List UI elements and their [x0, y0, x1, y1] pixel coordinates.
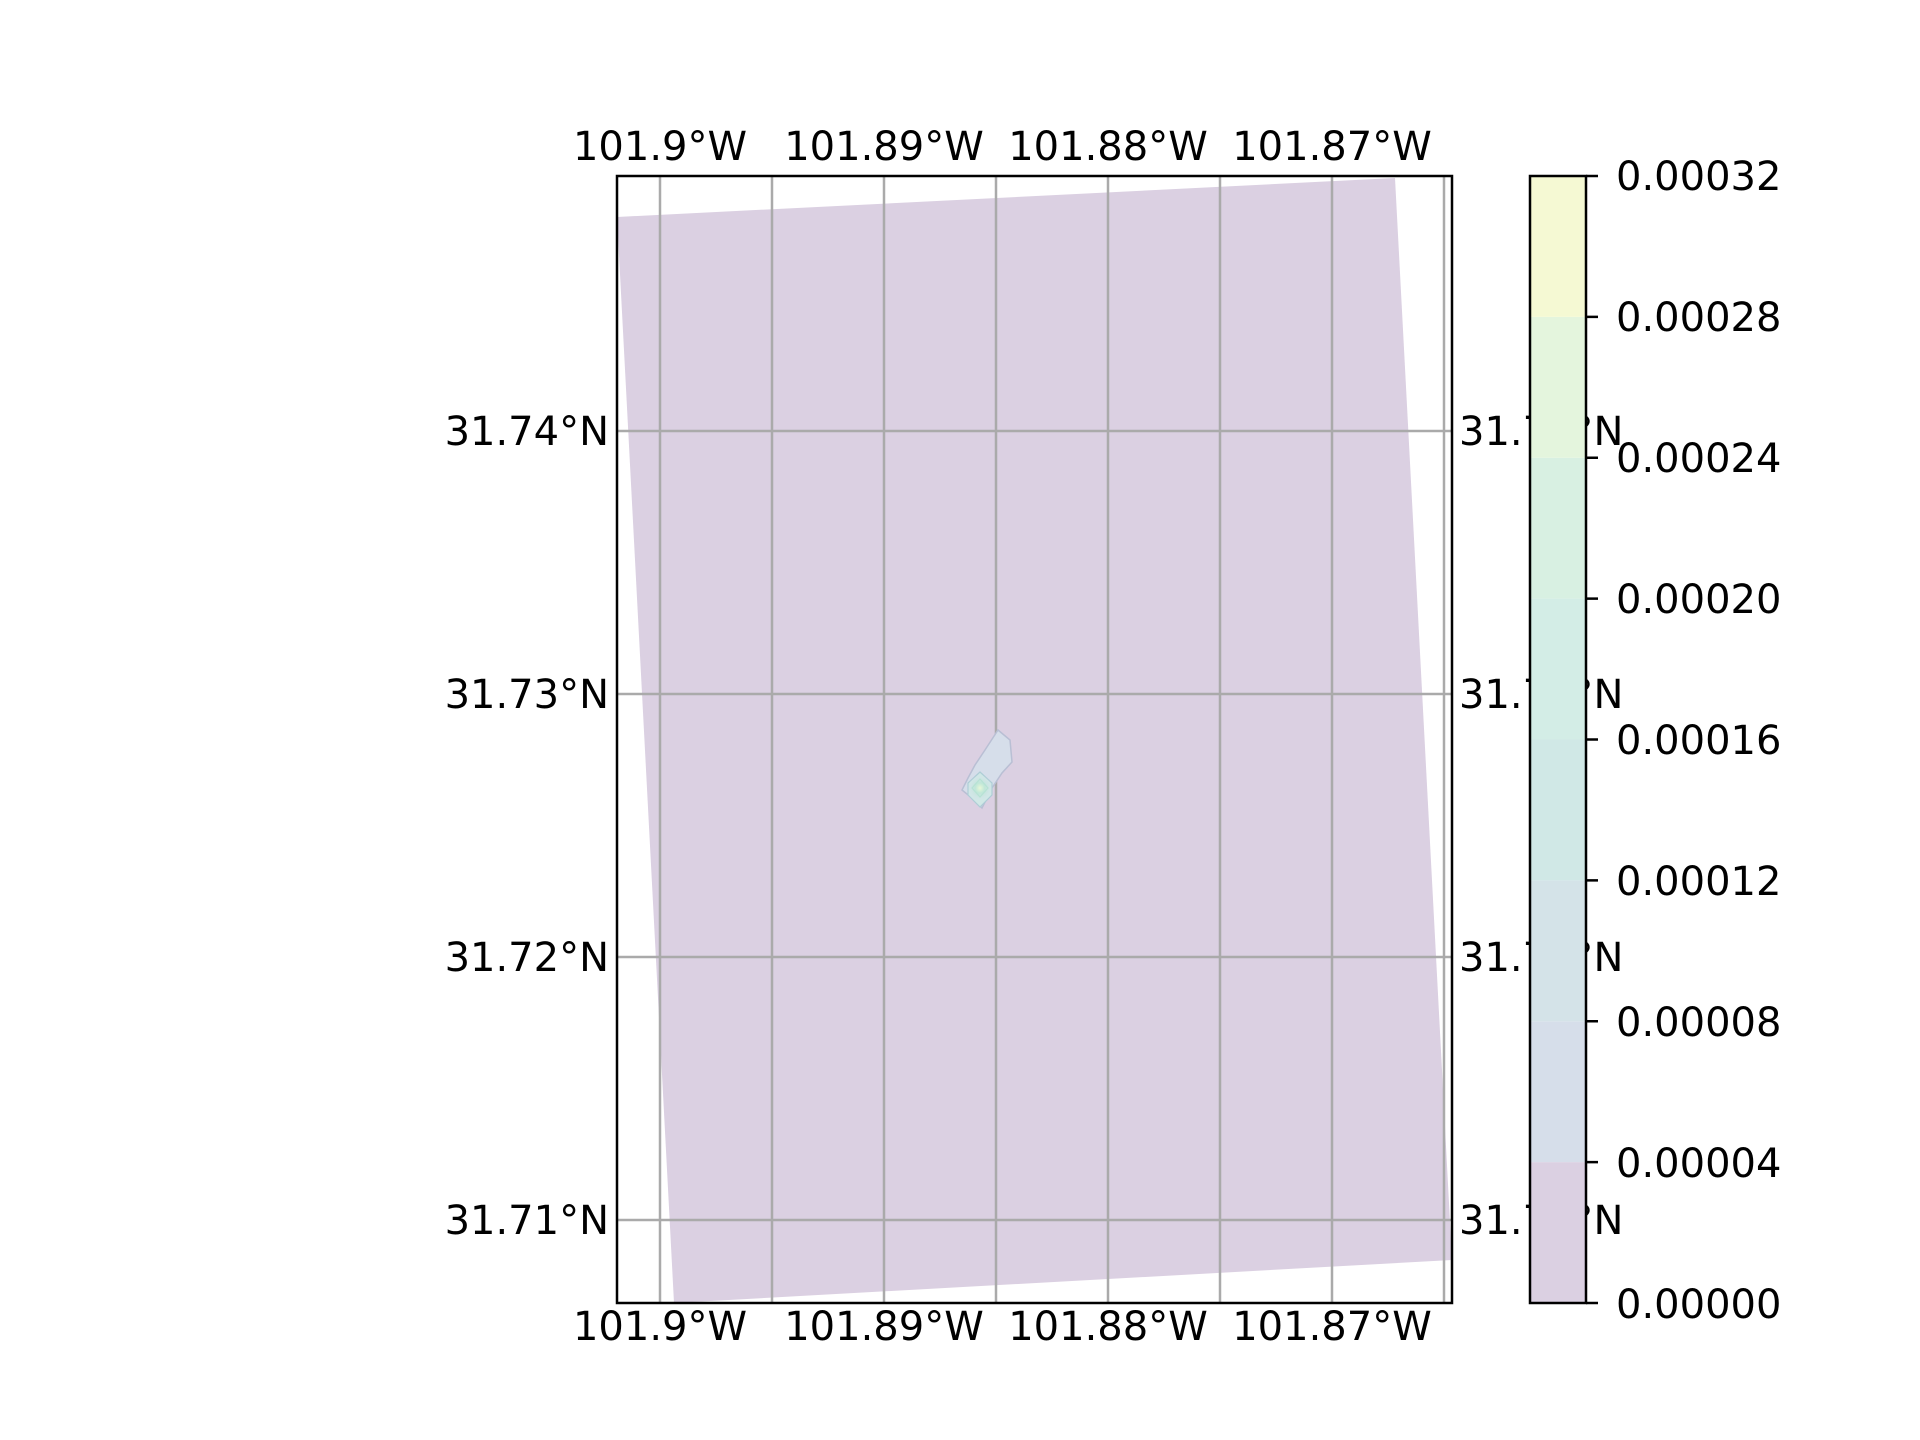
colorbar-ticks: [1586, 174, 1598, 1305]
colorbar-bands: [1530, 176, 1586, 1303]
left-latitude-labels: 31.74°N 31.73°N 31.72°N 31.71°N: [445, 409, 609, 1244]
colorbar-tick-label: 0.00032: [1616, 154, 1781, 200]
colorbar-tick-label: 0.00012: [1616, 859, 1781, 905]
colorbar-band: [1530, 598, 1586, 740]
colorbar-tick-label: 0.00000: [1616, 1282, 1781, 1328]
lon-label-bottom: 101.9°W: [573, 1304, 747, 1350]
lat-label-left: 31.72°N: [445, 935, 609, 981]
colorbar-tick-label: 0.00016: [1616, 718, 1781, 764]
lon-label-bottom: 101.87°W: [1232, 1304, 1432, 1350]
colorbar-tick-label: 0.00020: [1616, 577, 1781, 623]
colorbar-band: [1530, 316, 1586, 458]
colorbar-band: [1530, 1162, 1586, 1303]
plume-contours: [961, 728, 1013, 810]
map-axes: [617, 176, 1452, 1303]
lon-label-top: 101.89°W: [784, 124, 984, 170]
lon-label-top: 101.88°W: [1008, 124, 1208, 170]
lon-label-bottom: 101.89°W: [784, 1304, 984, 1350]
top-longitude-labels: 101.9°W 101.89°W 101.88°W 101.87°W: [573, 124, 1432, 170]
lon-label-top: 101.9°W: [573, 124, 747, 170]
gridlines: [617, 176, 1452, 1303]
colorbar-band: [1530, 457, 1586, 599]
lat-label-left: 31.73°N: [445, 672, 609, 718]
colorbar-band: [1530, 739, 1586, 881]
colorbar-labels: 0.00032 0.00028 0.00024 0.00020 0.00016 …: [1616, 154, 1781, 1328]
plume-core-contour: [971, 778, 989, 798]
lat-label-left: 31.71°N: [445, 1198, 609, 1244]
colorbar: 0.00032 0.00028 0.00024 0.00020 0.00016 …: [1528, 154, 1781, 1328]
map-frame: [615, 174, 1454, 1305]
data-swath: [617, 178, 1452, 1303]
lat-label-left: 31.74°N: [445, 409, 609, 455]
colorbar-band: [1530, 880, 1586, 1022]
colorbar-tick-label: 0.00028: [1616, 295, 1781, 341]
colorbar-tick-label: 0.00004: [1616, 1141, 1781, 1187]
colorbar-tick-label: 0.00008: [1616, 1000, 1781, 1046]
bottom-longitude-labels: 101.9°W 101.89°W 101.88°W 101.87°W: [573, 1304, 1432, 1350]
plume-peak: [968, 775, 992, 801]
lon-label-bottom: 101.88°W: [1008, 1304, 1208, 1350]
colorbar-band: [1530, 176, 1586, 317]
lon-label-top: 101.87°W: [1232, 124, 1432, 170]
colorbar-band: [1530, 1021, 1586, 1163]
colorbar-tick-label: 0.00024: [1616, 436, 1781, 482]
